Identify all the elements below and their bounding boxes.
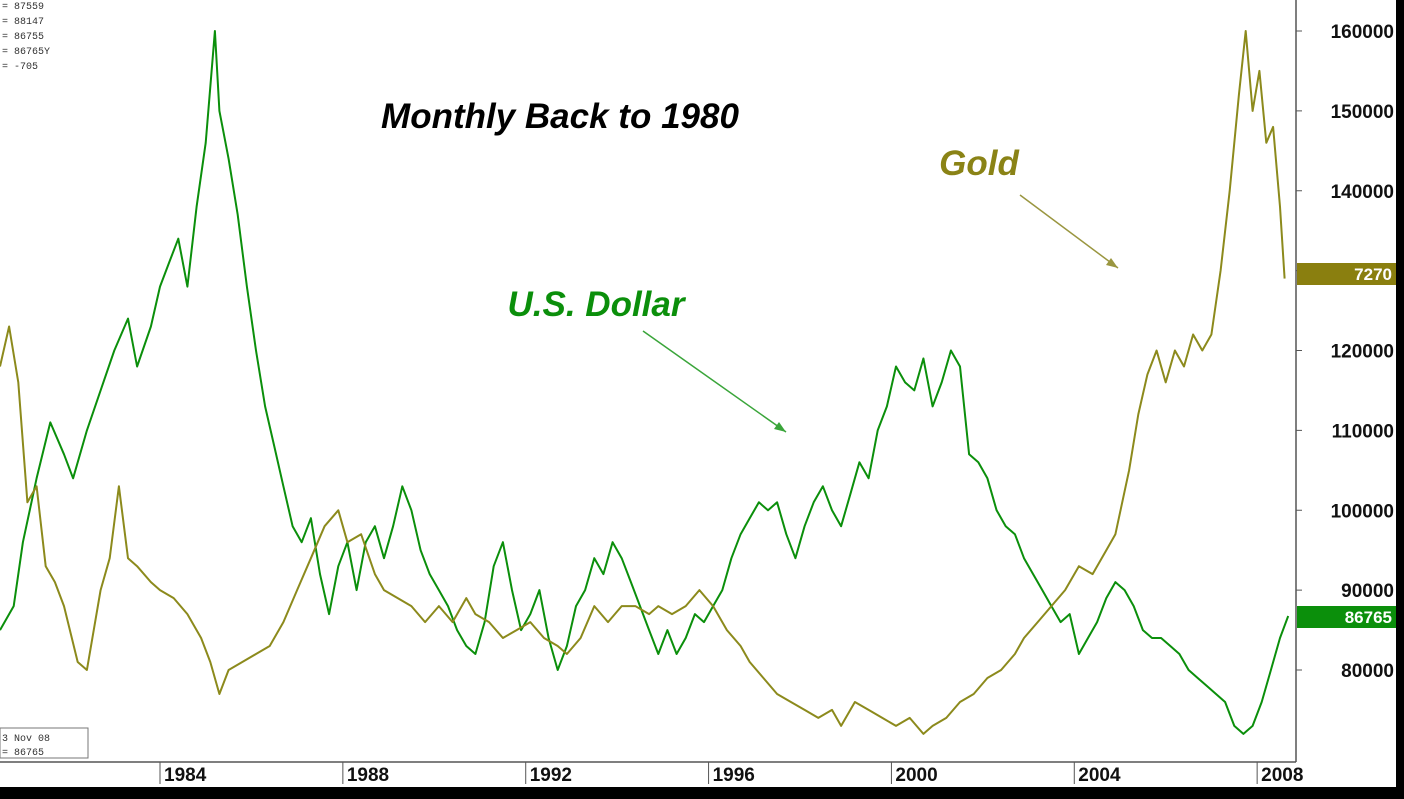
- dollar-value-tag: [1297, 606, 1396, 628]
- chart-background: [0, 0, 1396, 787]
- dollar-arrow: [642, 330, 787, 433]
- gold-value-text: 7270: [1354, 265, 1392, 284]
- dollar-value-text: 86765: [1345, 608, 1392, 627]
- gold-value-tag: [1297, 263, 1396, 285]
- readout-date: 3 Nov 08: [2, 734, 50, 745]
- readout-line: = 86755: [2, 32, 44, 43]
- y-tick-label: 150000: [1331, 102, 1394, 123]
- y-tick-label: 140000: [1331, 182, 1394, 203]
- x-tick-label: 1984: [164, 765, 207, 786]
- readout-line: = 86765Y: [2, 47, 50, 58]
- readout-value: = 86765: [2, 748, 44, 759]
- series-layer: [0, 30, 1290, 735]
- readout-line: = 88147: [2, 17, 44, 28]
- x-tick-label: 1996: [713, 765, 755, 786]
- x-tick-label: 1992: [530, 765, 572, 786]
- gold-label: Gold: [939, 144, 1019, 183]
- y-tick-label: 110000: [1332, 421, 1394, 442]
- readout-line: = -705: [2, 62, 38, 73]
- y-tick-label: 80000: [1341, 661, 1394, 682]
- x-tick-label: 1988: [347, 765, 389, 786]
- x-tick-layer: 1984 1988 1992 1996 2000 2004 2008: [159, 762, 1303, 786]
- gold-arrowhead: [1106, 258, 1118, 268]
- top-readout: = 87559 = 88147 = 86755 = 86765Y = -705: [2, 2, 50, 73]
- chart-title: Monthly Back to 1980: [381, 97, 739, 136]
- bottom-readout: 3 Nov 08 = 86765: [0, 727, 89, 759]
- x-tick-label: 2008: [1261, 765, 1303, 786]
- readout-box: [0, 727, 89, 759]
- dollar-arrowhead: [774, 422, 786, 432]
- y-tick-label: 100000: [1331, 501, 1394, 522]
- readout-line: = 87559: [2, 2, 44, 13]
- gold-arrow: [1019, 194, 1119, 269]
- dollar-label: U.S. Dollar: [508, 285, 687, 324]
- dollar-series-line: [0, 30, 1290, 735]
- y-tick-label: 120000: [1331, 342, 1394, 363]
- y-tick-label: 160000: [1331, 22, 1394, 43]
- gold-series-line: [0, 30, 1286, 735]
- x-tick-label: 2004: [1078, 765, 1121, 786]
- x-tick-label: 2000: [895, 765, 937, 786]
- y-tick-label: 90000: [1341, 581, 1394, 602]
